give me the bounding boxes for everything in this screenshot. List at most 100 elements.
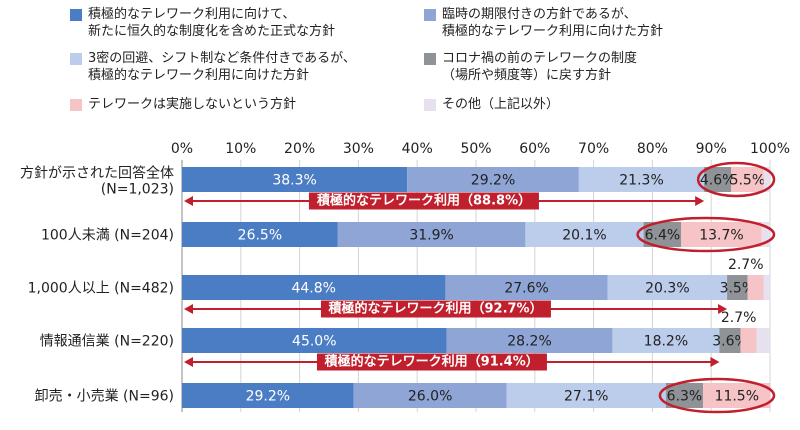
legend-swatch-1	[70, 9, 82, 21]
bar-data-label: 11.5%	[715, 389, 759, 405]
bar-data-label: 6.4%	[645, 228, 681, 244]
row-labels: 方針が示された回答全体(N=1,023) 100人未満 (N=204) 1,000人…	[20, 165, 174, 405]
x-tick-label: 20%	[284, 141, 315, 157]
legend-label-3b: 積極的なテレワーク利用に向けた方針	[88, 68, 310, 83]
bar-segment	[182, 383, 354, 408]
row-label: 100人未満 (N=204)	[41, 228, 174, 244]
legend-swatch-2	[424, 9, 436, 21]
annotation-arrowhead-left	[184, 357, 193, 367]
legend-swatch-3	[70, 53, 82, 65]
legend-item-5: テレワークは実施しないという方針	[70, 96, 296, 113]
annotation-label-total: 積極的なテレワーク利用（88.8%）	[309, 192, 540, 210]
legend-label-1a: 積極的なテレワーク利用に向けて、	[88, 7, 296, 22]
highlight-ellipse	[696, 161, 776, 198]
bar-data-label: 2.7%	[728, 257, 764, 273]
x-tick-label: 90%	[696, 141, 727, 157]
bar-data-label: 18.2%	[644, 334, 688, 350]
bar-segment	[445, 275, 608, 300]
legend-label-2a: 臨時の期限付きの方針であるが、	[442, 7, 637, 22]
annotation-arrowhead-right	[695, 196, 705, 206]
bar-data-label: 29.2%	[246, 389, 290, 405]
bar-segment	[747, 275, 764, 300]
bar-data-label: 20.1%	[562, 228, 606, 244]
annotation-arrowhead-left	[184, 196, 193, 206]
annotation-arrowhead-left	[184, 304, 193, 314]
legend-item-1: 積極的なテレワーク利用に向けて、 新たに恒久的な制度化を含めた正式な方針	[70, 6, 335, 40]
highlight-ellipse	[658, 377, 776, 414]
bar-data-label: 3.5%	[720, 281, 756, 297]
bar-segment	[182, 222, 338, 247]
bar-segment	[612, 328, 720, 353]
bar-data-label: 4.6%	[700, 173, 736, 189]
bar-data-label: 31.9%	[409, 228, 453, 244]
bar-segment	[182, 167, 408, 192]
legend-swatch-6	[424, 99, 436, 111]
row-label: 1,000人以上 (N=482)	[28, 281, 174, 297]
legend-label-6: その他（上記以外）	[442, 97, 560, 112]
highlight-ellipses	[636, 161, 776, 414]
bar-data-label: 44.8%	[291, 281, 335, 297]
bar-segment	[353, 383, 507, 408]
bar-data-label: 13.7%	[699, 228, 743, 244]
bar-segment	[761, 222, 770, 247]
legend-item-3: 3密の回避、シフト制など条件付きであるが、 積極的なテレワーク利用に向けた方針	[70, 50, 356, 84]
x-tick-label: 30%	[343, 141, 374, 157]
bar-data-label: 27.6%	[504, 281, 548, 297]
bar-data-label: 21.3%	[619, 173, 663, 189]
x-tick-label: 0%	[171, 141, 193, 157]
bar-segment	[607, 275, 728, 300]
x-axis-ticks: 0% 10% 20% 30% 40% 50% 60% 70% 80% 90% 100%	[171, 141, 790, 157]
bar-segment	[407, 167, 579, 192]
legend-swatch-5	[70, 99, 82, 111]
x-tick-label: 100%	[750, 141, 790, 157]
row-label: 方針が示された回答全体	[20, 165, 174, 182]
bar-segment	[525, 222, 644, 247]
annotation-label-ict: 積極的なテレワーク利用（91.4%）	[316, 353, 547, 371]
legend-label-4b: （場所や頻度等）に戻す方針	[442, 68, 612, 83]
bar-segment	[763, 275, 770, 300]
x-tick-label: 40%	[402, 141, 433, 157]
row-label: (N=1,023)	[101, 182, 174, 198]
legend-item-2: 臨時の期限付きの方針であるが、 積極的なテレワーク利用に向けた方針	[424, 6, 663, 40]
x-tick-label: 10%	[225, 141, 256, 157]
annotation-label-large-companies: 積極的なテレワーク利用（92.7%）	[320, 300, 551, 318]
bar-segment	[727, 275, 748, 300]
legend-label-1b: 新たに恒久的な制度化を含めた正式な方針	[88, 24, 336, 39]
bar-segment	[681, 222, 762, 247]
legend-label-3a: 3密の回避、シフト制など条件付きであるが、	[88, 51, 356, 66]
bar-segment	[702, 383, 771, 408]
bar-segment	[665, 383, 703, 408]
x-tick-label: 50%	[460, 141, 491, 157]
bar-data-label: 29.2%	[471, 173, 515, 189]
bars: 38.3% 29.2% 21.3% 4.6%5.5% 26.5% 31.9% 20.1% 6.…	[182, 167, 771, 408]
legend-item-4: コロナ禍の前のテレワークの制度 （場所や頻度等）に戻す方針	[424, 50, 637, 84]
bar-segment	[182, 275, 446, 300]
legend-item-6: その他（上記以外）	[424, 96, 559, 113]
bar-data-label: 28.2%	[507, 334, 551, 350]
bar-data-label: 3.6%	[712, 334, 748, 350]
legend-label-2b: 積極的なテレワーク利用に向けた方針	[442, 24, 664, 39]
legend-label-4a: コロナ禍の前のテレワークの制度	[442, 51, 638, 66]
bar-data-label: 38.3%	[272, 173, 316, 189]
bar-segment	[446, 328, 613, 353]
bar-segment	[740, 328, 757, 353]
bar-data-label: 6.3%	[667, 389, 703, 405]
bar-data-label: 45.0%	[292, 334, 336, 350]
annotation-arrowhead-right	[710, 357, 720, 367]
bar-segment	[578, 167, 705, 192]
x-tick-label: 80%	[637, 141, 668, 157]
bar-segment	[731, 167, 764, 192]
x-tick-label: 70%	[578, 141, 609, 157]
bar-segment	[337, 222, 526, 247]
row-label: 卸売・小売業 (N=96)	[35, 389, 174, 405]
row-label: 情報通信業 (N=220)	[40, 334, 174, 350]
annotation-arrowhead-right	[718, 304, 728, 314]
highlight-ellipse	[636, 216, 776, 253]
bar-segment	[506, 383, 666, 408]
bar-data-label: 5.5%	[730, 173, 766, 189]
bar-segment	[182, 328, 447, 353]
x-tick-label: 60%	[519, 141, 550, 157]
bar-segment	[704, 167, 732, 192]
legend: 積極的なテレワーク利用に向けて、 新たに恒久的な制度化を含めた正式な方針 臨時の…	[0, 0, 800, 120]
